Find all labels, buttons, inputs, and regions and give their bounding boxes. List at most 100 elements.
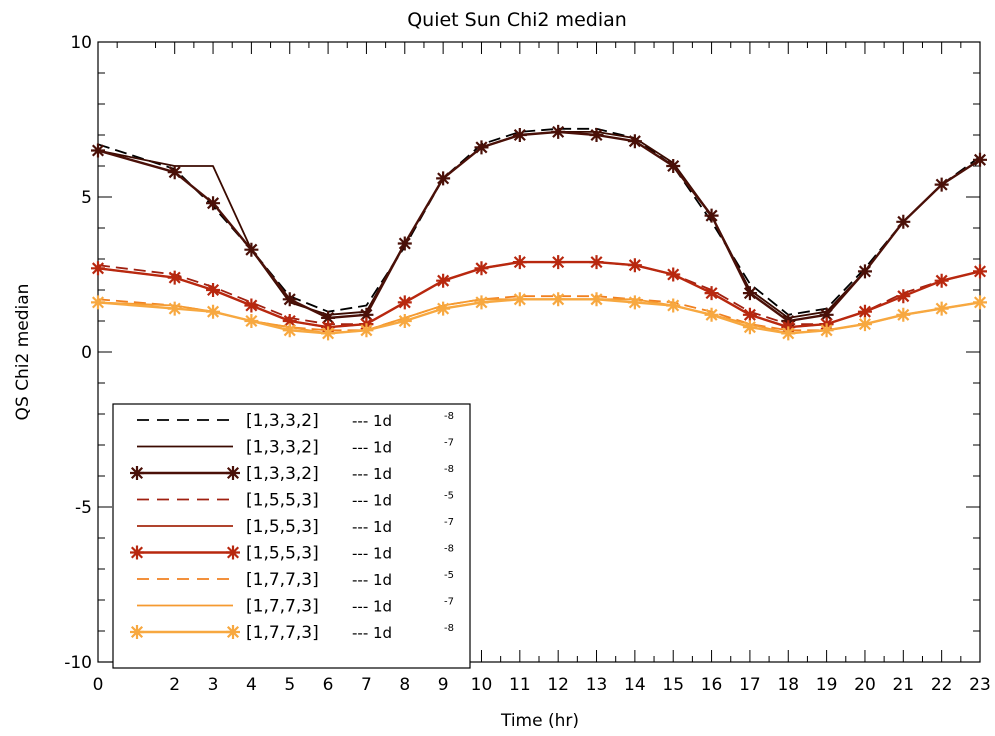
legend-marker bbox=[130, 466, 144, 480]
series-3 bbox=[91, 124, 987, 328]
legend-label: [1,7,7,3] bbox=[246, 570, 319, 590]
legend-label: [1,5,5,3] bbox=[246, 517, 319, 537]
data-point bbox=[819, 307, 834, 322]
data-point bbox=[206, 283, 221, 297]
data-point bbox=[589, 255, 604, 270]
legend-suffix: --- 1d bbox=[352, 624, 392, 642]
data-point bbox=[321, 310, 336, 325]
x-tick-label: 10 bbox=[471, 675, 493, 695]
legend-label: [1,5,5,3] bbox=[246, 491, 319, 511]
chart-title: Quiet Sun Chi2 median bbox=[407, 9, 627, 31]
x-tick-label: 11 bbox=[509, 675, 531, 695]
legend-entry: [1,7,7,3] --- 1d -8 bbox=[130, 623, 454, 643]
x-tick-label: 8 bbox=[399, 675, 410, 695]
legend-marker bbox=[130, 545, 144, 560]
x-tick-label: 22 bbox=[931, 675, 953, 695]
legend-label: [1,3,3,2] bbox=[246, 464, 319, 484]
data-point bbox=[627, 258, 642, 273]
data-point bbox=[666, 267, 681, 282]
legend-marker bbox=[130, 625, 144, 639]
data-point bbox=[857, 264, 872, 279]
data-point bbox=[206, 304, 221, 319]
series-6 bbox=[91, 255, 987, 335]
series-7 bbox=[97, 295, 981, 332]
data-point bbox=[819, 323, 834, 338]
legend-label: [1,3,3,2] bbox=[246, 411, 319, 431]
y-tick-label: 5 bbox=[81, 188, 92, 208]
legend-exponent: -5 bbox=[444, 491, 454, 502]
data-point bbox=[551, 124, 566, 139]
x-tick-label: 18 bbox=[777, 675, 799, 695]
x-axis-label: Time (hr) bbox=[500, 711, 579, 731]
data-point bbox=[589, 292, 604, 307]
data-point bbox=[91, 295, 105, 310]
y-tick-label: 0 bbox=[81, 343, 92, 363]
x-tick-label: 13 bbox=[586, 675, 608, 695]
data-point bbox=[742, 286, 757, 301]
data-point bbox=[436, 171, 451, 186]
data-point bbox=[474, 140, 489, 155]
legend-label: [1,7,7,3] bbox=[246, 597, 319, 617]
data-point bbox=[397, 295, 412, 310]
data-point bbox=[973, 152, 987, 167]
data-point bbox=[474, 295, 489, 310]
series-line bbox=[97, 295, 981, 332]
x-tick-label: 4 bbox=[246, 675, 257, 695]
x-tick-label: 16 bbox=[701, 675, 723, 695]
legend-entry: [1,7,7,3] --- 1d -5 bbox=[137, 570, 454, 590]
data-point bbox=[321, 326, 336, 341]
x-tick-label: 15 bbox=[662, 675, 684, 695]
legend-entry: [1,7,7,3] --- 1d -7 bbox=[137, 597, 454, 617]
data-point bbox=[282, 314, 297, 328]
data-point bbox=[742, 307, 757, 322]
data-point bbox=[474, 261, 489, 276]
legend-suffix: --- 1d bbox=[352, 571, 392, 589]
series-line bbox=[97, 127, 981, 316]
data-point bbox=[896, 214, 911, 229]
legend-exponent: -7 bbox=[444, 517, 454, 528]
data-point bbox=[512, 292, 527, 307]
y-tick-label: -5 bbox=[75, 498, 92, 518]
data-point bbox=[934, 273, 949, 288]
data-point bbox=[397, 314, 412, 328]
data-point bbox=[704, 208, 719, 223]
data-point bbox=[742, 320, 757, 335]
legend-entry: [1,3,3,2] --- 1d -7 bbox=[137, 438, 454, 458]
data-point bbox=[666, 159, 681, 173]
data-point bbox=[397, 236, 412, 251]
legend-entry: [1,3,3,2] --- 1d -8 bbox=[137, 411, 454, 431]
data-point bbox=[896, 289, 911, 304]
data-point bbox=[436, 301, 451, 316]
data-point bbox=[167, 301, 182, 316]
data-point bbox=[704, 286, 719, 301]
legend-suffix: --- 1d bbox=[352, 545, 392, 563]
data-point bbox=[857, 317, 872, 332]
x-tick-label: 17 bbox=[739, 675, 761, 695]
x-tick-label: 3 bbox=[208, 675, 219, 695]
data-point bbox=[781, 326, 796, 341]
data-point bbox=[666, 298, 681, 313]
data-point bbox=[627, 134, 642, 149]
x-tick-label: 9 bbox=[438, 675, 449, 695]
data-point bbox=[973, 264, 987, 279]
legend-suffix: --- 1d bbox=[352, 518, 392, 536]
legend-suffix: --- 1d bbox=[352, 465, 392, 483]
legend-label: [1,3,3,2] bbox=[246, 438, 319, 458]
legend-suffix: --- 1d bbox=[352, 598, 392, 616]
legend-exponent: -8 bbox=[444, 464, 454, 475]
x-tick-label: 0 bbox=[93, 675, 104, 695]
legend-exponent: -5 bbox=[444, 570, 454, 581]
legend-entry: [1,5,5,3] --- 1d -5 bbox=[137, 491, 454, 511]
data-point bbox=[91, 261, 105, 276]
data-point bbox=[436, 273, 451, 288]
legend-suffix: --- 1d bbox=[352, 439, 392, 457]
data-point bbox=[282, 323, 297, 338]
legend-marker bbox=[226, 625, 240, 639]
data-point bbox=[359, 307, 374, 322]
legend-exponent: -8 bbox=[444, 623, 454, 634]
data-point bbox=[282, 292, 297, 307]
legend: [1,3,3,2] --- 1d -8 [1,3,3,2] --- 1d -7 [1,3,3… bbox=[112, 403, 471, 669]
legend-suffix: --- 1d bbox=[352, 412, 392, 430]
data-point bbox=[704, 307, 719, 322]
data-point bbox=[91, 143, 105, 158]
